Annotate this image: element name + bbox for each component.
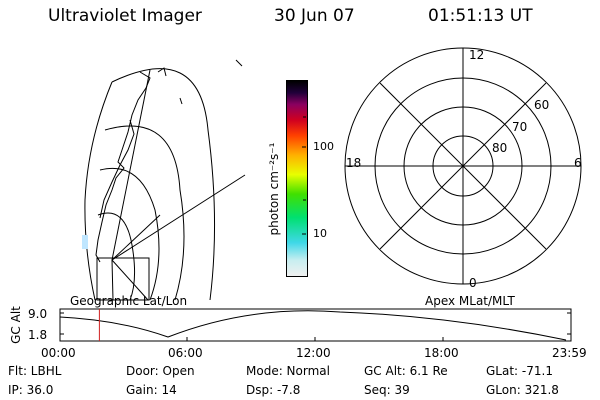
orbit-ytick-1-8: 1.8 [28,328,48,342]
mlt-label-12: 12 [469,48,485,62]
polar-diag-2 [379,82,547,250]
geo-meridian-3 [111,259,149,301]
geo-meridian-1 [111,174,246,261]
geo-meridian-5 [111,259,114,301]
geo-limb-arc [84,81,113,301]
uv-data-speck [82,235,88,249]
orbit-xtick-0600: 06:00 [168,346,203,360]
gc-alt-info: GC Alt: 6.1 Re [364,364,448,378]
seq-info: Seq: 39 [364,383,410,397]
filter-info: Flt: LBHL [8,364,62,378]
instrument-title: Ultraviolet Imager [48,6,202,26]
mode-info: Mode: Normal [246,364,330,378]
orbit-altitude-curve [59,310,567,341]
geographic-panel-label: Geographic Lat/Lon [70,294,188,308]
colorbar-tick-10: 10 [313,227,327,240]
coastline-fragment-3 [235,59,243,67]
coastline-fragment-1 [157,67,167,77]
colorbar-tick-100: 100 [313,140,334,153]
orbit-ylabel: GC Alt [9,306,23,344]
coastline-fragment-2 [179,97,183,105]
coastline-main [95,71,151,263]
mlat-label-80: 80 [492,141,508,155]
orbit-xtick-1200: 12:00 [296,346,331,360]
glon-info: GLon: 321.8 [486,383,559,397]
coastlines [95,59,243,263]
dsp-info: Dsp: -7.8 [246,383,301,397]
geo-meridian-4 [111,69,151,261]
mlt-label-6: 6 [574,156,582,170]
geo-arc-2 [104,125,185,301]
ip-info: IP: 36.0 [8,383,54,397]
geo-arc-4 [97,212,136,301]
geo-grid [84,68,246,301]
mlat-label-60: 60 [534,98,550,112]
mlt-label-0: 0 [469,276,477,290]
orbit-xtick-0000: 00:00 [41,346,76,360]
geo-frame [96,257,150,301]
mlt-label-18: 18 [346,156,362,170]
glat-info: GLat: -71.1 [486,364,553,378]
geo-arc-3 [99,167,160,301]
coastline-inner [99,119,135,219]
orbit-xtick-2359: 23:59 [552,346,587,360]
mlat-label-70: 70 [512,120,528,134]
geo-arc-outer [111,68,216,301]
gain-info: Gain: 14 [126,383,177,397]
door-info: Door: Open [126,364,195,378]
geo-meridian-2 [111,214,161,261]
orbit-frame [59,308,572,342]
colorbar [286,80,308,277]
time-label: 01:51:13 UT [428,6,533,26]
apex-panel-label: Apex MLat/MLT [425,294,515,308]
orbit-ytick-9: 9.0 [28,307,48,321]
date-label: 30 Jun 07 [274,6,355,26]
orbit-xtick-1800: 18:00 [424,346,459,360]
